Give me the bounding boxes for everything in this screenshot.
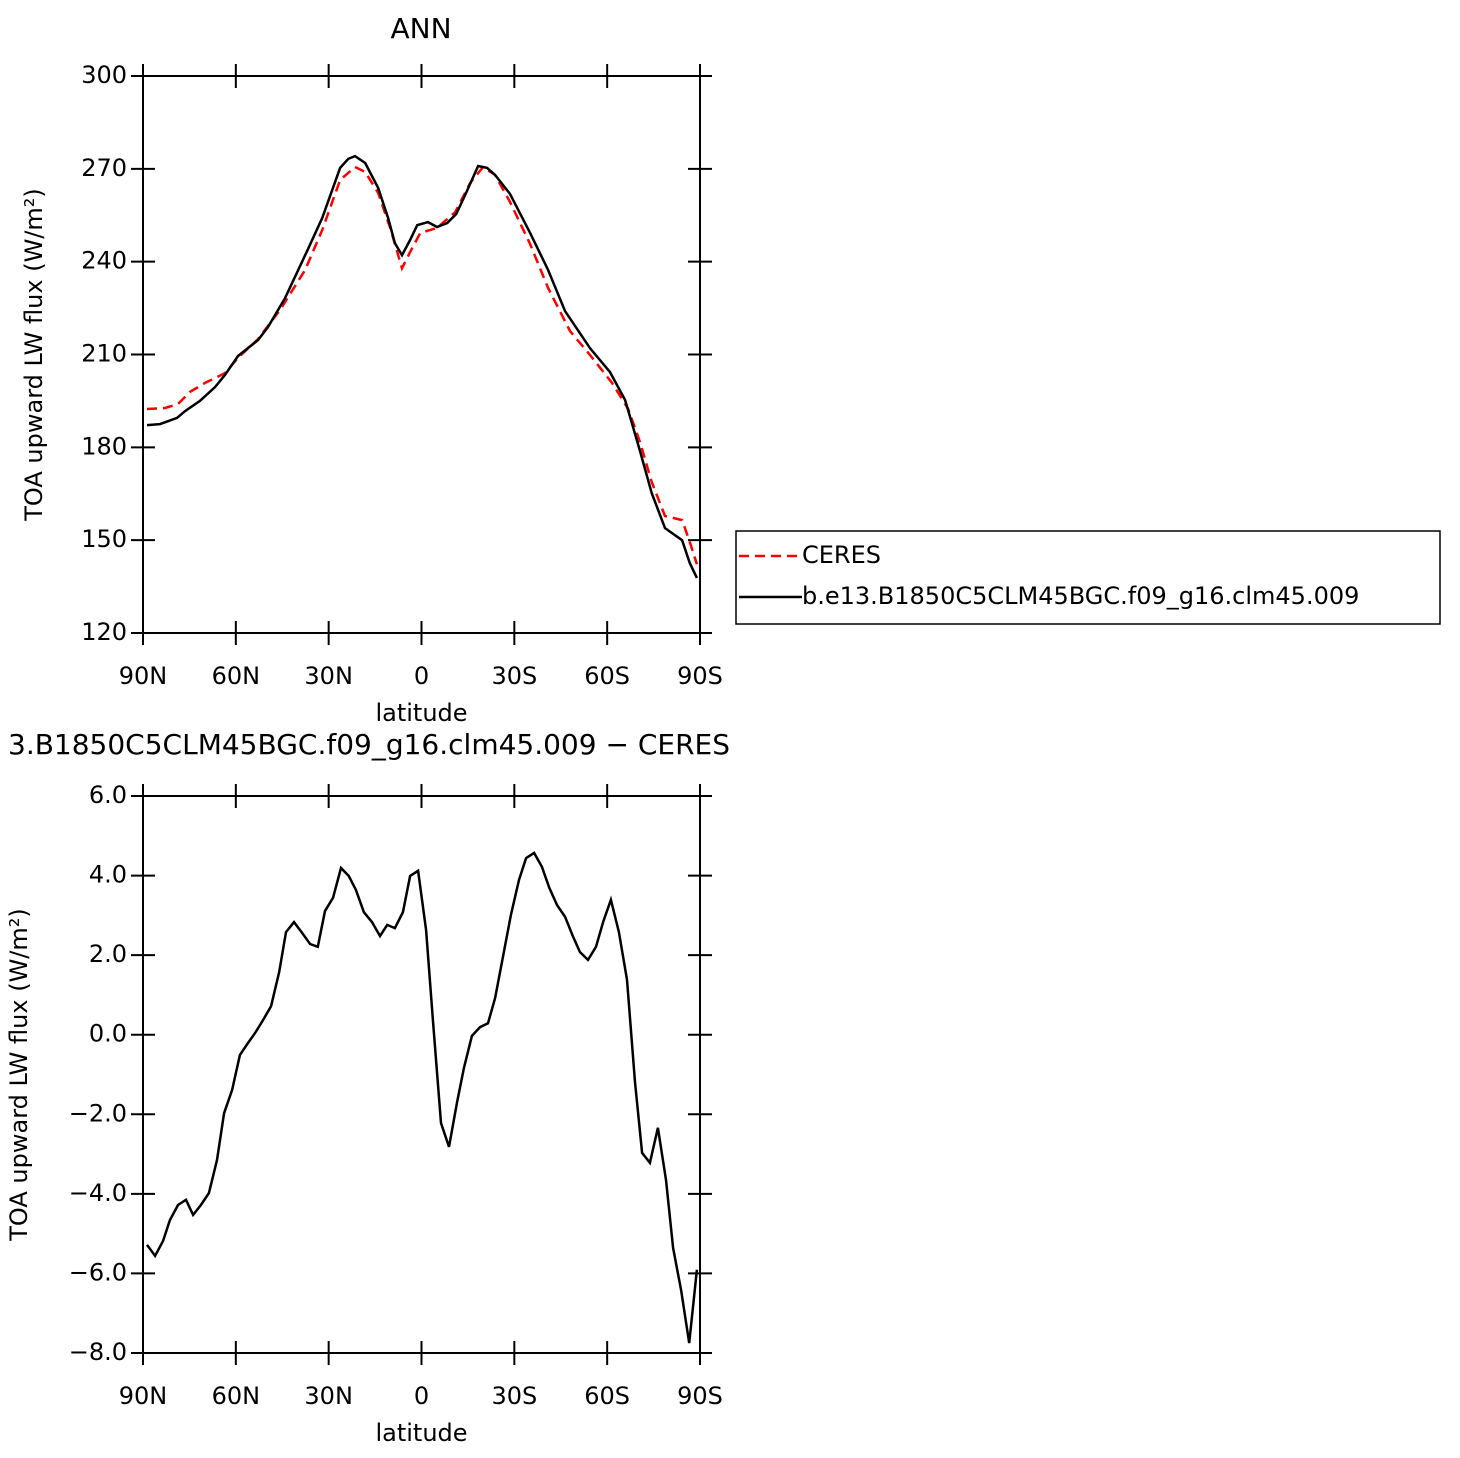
y-tick-label: −6.0 (69, 1258, 127, 1286)
legend-label: b.e13.B1850C5CLM45BGC.f09_g16.clm45.009 (802, 582, 1359, 610)
y-axis-label: TOA upward LW flux (W/m²) (20, 188, 48, 522)
x-tick-label: 0 (414, 1382, 429, 1410)
x-tick-label: 90N (119, 662, 168, 690)
y-tick-label: 120 (81, 618, 127, 646)
y-tick-label: −8.0 (69, 1338, 127, 1366)
x-tick-label: 90S (677, 1382, 723, 1410)
data-line (146, 154, 699, 579)
y-tick-label: 270 (81, 154, 127, 182)
x-tick-label: 30S (491, 1382, 537, 1410)
y-tick-label: −2.0 (69, 1099, 127, 1127)
x-tick-label: 60N (212, 662, 261, 690)
x-axis-label: latitude (375, 699, 467, 727)
plot-frame (142, 75, 701, 634)
legend-label: CERES (802, 541, 881, 569)
y-tick-label: 300 (81, 61, 127, 89)
x-axis-label: latitude (375, 1419, 467, 1447)
y-tick-label: 0.0 (89, 1020, 127, 1048)
x-tick-label: 60N (212, 1382, 261, 1410)
y-axis-label: TOA upward LW flux (W/m²) (5, 908, 33, 1242)
data-line (146, 165, 699, 565)
y-tick-label: 180 (81, 432, 127, 460)
x-tick-label: 90N (119, 1382, 168, 1410)
x-tick-label: 60S (584, 1382, 630, 1410)
x-tick-label: 30N (304, 662, 353, 690)
y-tick-label: 150 (81, 525, 127, 553)
y-tick-label: 4.0 (89, 861, 127, 889)
y-tick-label: −4.0 (69, 1179, 127, 1207)
chart-title: ANN (390, 12, 451, 45)
data-line (145, 851, 699, 1344)
x-tick-label: 0 (414, 662, 429, 690)
y-tick-label: 2.0 (89, 940, 127, 968)
y-tick-label: 210 (81, 340, 127, 368)
x-tick-label: 60S (584, 662, 630, 690)
x-tick-label: 30N (304, 1382, 353, 1410)
chart-title: 3.B1850C5CLM45BGC.f09_g16.clm45.009 − CE… (8, 728, 730, 761)
y-tick-label: 6.0 (89, 781, 127, 809)
plot-frame (142, 795, 701, 1354)
legend: CERES b.e13.B1850C5CLM45BGC.f09_g16.clm45… (735, 530, 1441, 625)
x-tick-label: 90S (677, 662, 723, 690)
y-tick-label: 240 (81, 247, 127, 275)
legend-box (735, 530, 1441, 625)
x-tick-label: 30S (491, 662, 537, 690)
